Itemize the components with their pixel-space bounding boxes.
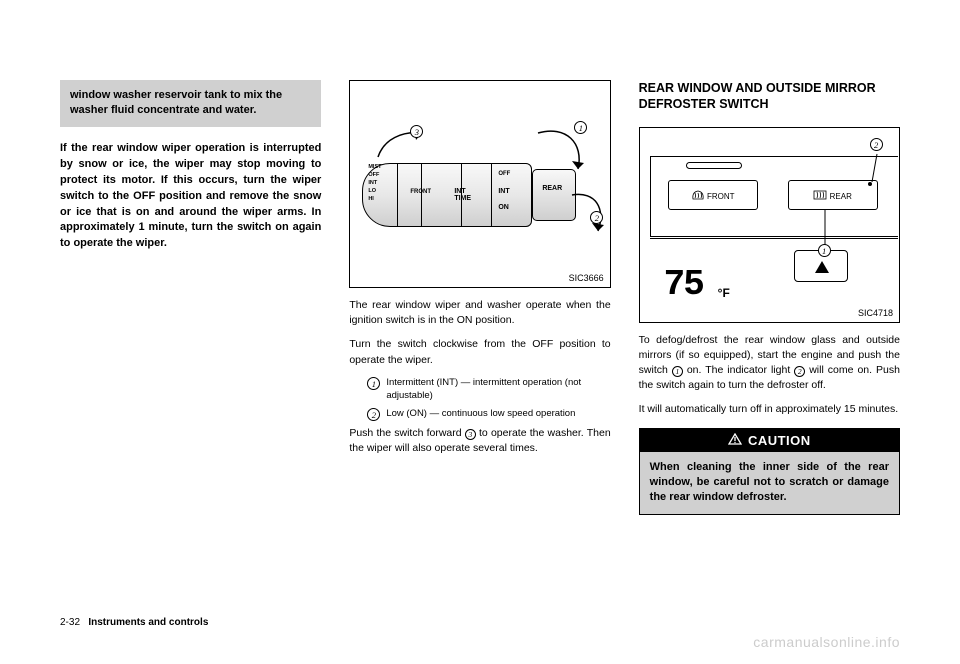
page-footer: 2-32 Instruments and controls	[60, 617, 208, 628]
stalk-label-inttime: INT TIME	[454, 188, 471, 203]
stalk-label-hi: HI	[368, 197, 374, 203]
rear-label: REAR	[830, 192, 852, 201]
figure-label-1: SIC3666	[569, 273, 604, 283]
column-2: MIST OFF INT LO HI FRONT INT TIME OFF IN…	[349, 80, 610, 515]
stalk-label-front: FRONT	[410, 189, 431, 195]
column-1: window washer reservoir tank to mix the …	[60, 80, 321, 515]
washer-reservoir-note: window washer reservoir tank to mix the …	[60, 80, 321, 127]
caution-box: CAUTION When cleaning the inner side of …	[639, 428, 900, 515]
turn-switch-instruction: Turn the switch clockwise from the OFF p…	[349, 337, 610, 367]
panel-slot	[686, 162, 742, 169]
wiper-interruption-warning: If the rear window wiper operation is in…	[60, 141, 321, 253]
stalk-label-on: ON	[498, 204, 509, 211]
warning-triangle-icon	[728, 433, 742, 445]
caution-heading: CAUTION	[640, 429, 899, 452]
callout-2-defrost: 2	[870, 138, 883, 151]
auto-off-note: It will automatically turn off in approx…	[639, 402, 900, 417]
stalk-label-off: OFF	[368, 173, 379, 179]
footer-section: Instruments and controls	[88, 617, 208, 628]
section-title: REAR WINDOW AND OUTSIDE MIRROR DEFROSTER…	[639, 80, 900, 113]
rotation-arrow-1	[530, 125, 594, 181]
stalk-label-rear: REAR	[542, 185, 562, 192]
rear-wiper-ignition-note: The rear window wiper and washer operate…	[349, 298, 610, 328]
inline-callout-1: 1	[672, 366, 683, 377]
def-text-2: Low (ON) — continuous low speed operatio…	[386, 408, 575, 421]
inline-callout-2: 2	[794, 366, 805, 377]
stalk-label-int: INT	[368, 181, 377, 187]
stalk-label-lo: LO	[368, 189, 376, 195]
defroster-switch-figure: FRONT REAR 75 °F 1 2 SIC4718	[639, 127, 900, 323]
def-text-1: Intermittent (INT) — intermittent operat…	[386, 377, 610, 403]
rear-indicator-dot	[868, 182, 872, 186]
front-defrost-button: FRONT	[668, 180, 758, 210]
front-label: FRONT	[707, 192, 735, 201]
callout-1-defrost: 1	[818, 244, 831, 257]
stalk-label-int2: INT	[498, 188, 509, 195]
page-number: 2-32	[60, 617, 80, 628]
stalk-label-off2: OFF	[498, 171, 510, 177]
def-num-2: 2	[367, 408, 380, 421]
rear-wiper-switch-figure: MIST OFF INT LO HI FRONT INT TIME OFF IN…	[349, 80, 610, 288]
push-switch-instruction: Push the switch forward 3 to operate the…	[349, 426, 610, 456]
def-num-1: 1	[367, 377, 380, 390]
temp-unit: °F	[718, 286, 730, 300]
column-3: REAR WINDOW AND OUTSIDE MIRROR DEFROSTER…	[639, 80, 900, 515]
stalk-label-mist: MIST	[368, 165, 381, 171]
temp-value: 75	[664, 264, 703, 305]
inline-callout-3: 3	[465, 429, 476, 440]
rear-defrost-button: REAR	[788, 180, 878, 210]
watermark: carmanualsonline.info	[753, 634, 900, 650]
figure-label-2: SIC4718	[858, 308, 893, 318]
caution-body: When cleaning the inner side of the rear…	[640, 452, 899, 514]
push-arrow-3	[372, 129, 432, 163]
defrost-instruction: To defog/defrost the rear window glass a…	[639, 333, 900, 394]
rear-defrost-icon	[813, 190, 827, 200]
def-low: 2 Low (ON) — continuous low speed operat…	[349, 408, 610, 421]
front-defrost-icon	[691, 190, 705, 200]
def-intermittent: 1 Intermittent (INT) — intermittent oper…	[349, 377, 610, 403]
